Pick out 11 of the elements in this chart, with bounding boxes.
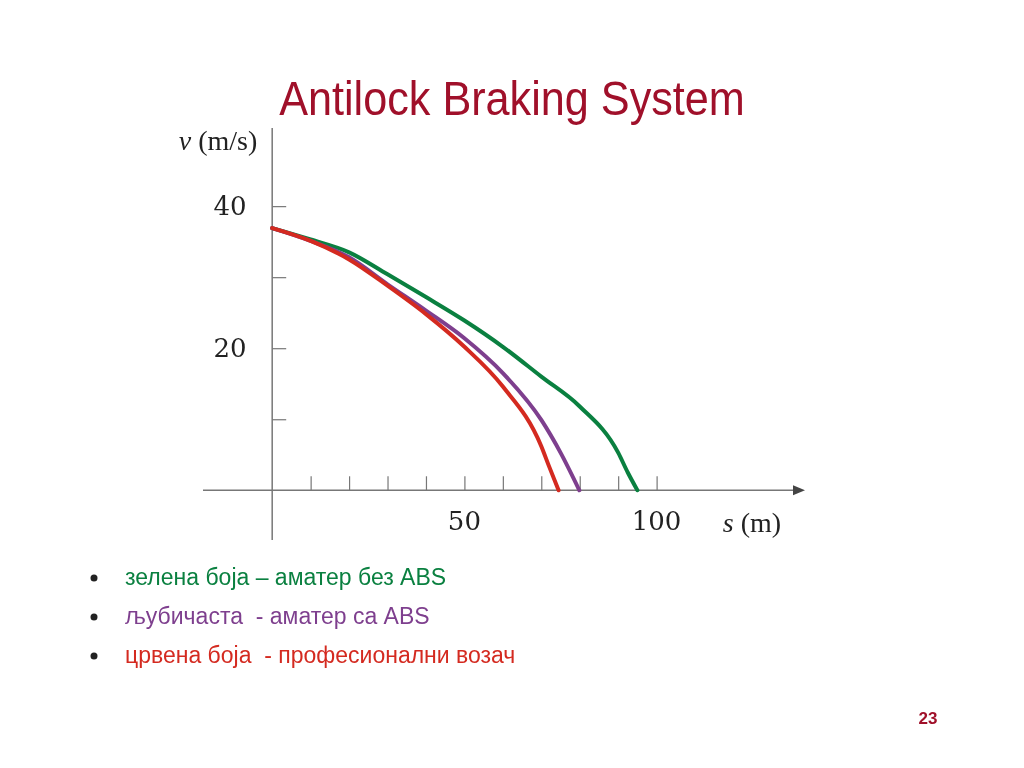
y-tick-label: 20 (213, 333, 247, 364)
y-tick-label: 40 (213, 191, 247, 222)
x-tick-label: 100 (631, 506, 682, 537)
text: зелена боја – аматер без ABS (125, 564, 447, 590)
chart-title: Antilock Braking System (279, 71, 745, 126)
x-tick-label: 50 (447, 506, 481, 537)
text: црвена боја - професионални возач (125, 642, 516, 668)
text: 23 (918, 709, 938, 728)
text: љубичаста - аматер са ABS (125, 603, 430, 629)
x-axis-title: s (m) (722, 507, 782, 538)
y-axis-title: v (m/s) (178, 125, 258, 156)
